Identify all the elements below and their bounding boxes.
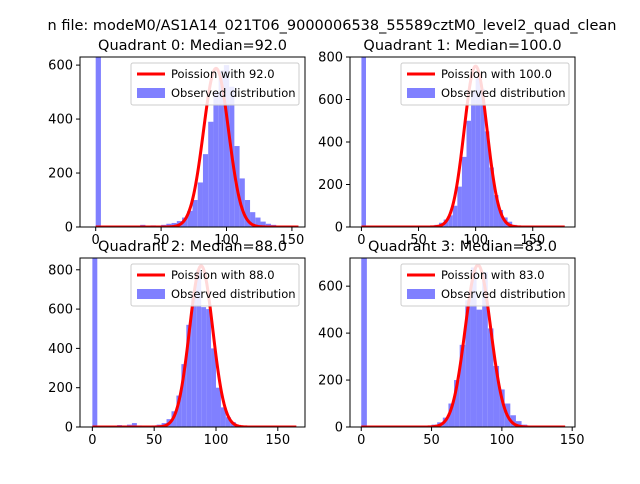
y-tick-label: 0	[65, 221, 73, 236]
chart-title: Quadrant 2: Median=88.0	[98, 239, 287, 255]
x-tick-label: 150	[560, 433, 585, 448]
chart-title: Quadrant 3: Median=83.0	[368, 239, 557, 255]
histogram-bar	[477, 310, 483, 427]
legend-hist-swatch	[137, 88, 165, 98]
legend-label-hist: Observed distribution	[171, 287, 296, 301]
histogram-bar	[466, 121, 471, 227]
y-tick-label: 200	[318, 178, 343, 193]
legend-label-curve: Poission with 88.0	[171, 268, 275, 282]
chart-title: Quadrant 1: Median=100.0	[363, 38, 561, 54]
legend-label-curve: Poission with 83.0	[441, 268, 545, 282]
legend-label-curve: Poission with 100.0	[441, 67, 552, 81]
histogram-bar	[213, 92, 218, 227]
chart-legend: Poission with 100.0 Observed distribution	[401, 63, 569, 105]
legend-label-curve: Poission with 92.0	[171, 67, 275, 81]
histogram-bar	[193, 200, 198, 227]
chart-legend: Poission with 83.0 Observed distribution	[401, 264, 569, 306]
y-tick-label: 400	[318, 327, 343, 342]
y-tick-label: 400	[48, 113, 73, 128]
y-tick-label: 600	[48, 59, 73, 74]
histogram-bar	[206, 309, 211, 427]
y-tick-label: 200	[48, 167, 73, 182]
histogram-bar	[471, 91, 476, 227]
histogram-bar	[203, 154, 208, 227]
legend-hist-swatch	[407, 88, 435, 98]
x-tick-label: 50	[423, 433, 440, 448]
legend-label-hist: Observed distribution	[441, 287, 566, 301]
histogram-bar	[201, 307, 206, 427]
x-tick-label: 0	[88, 433, 96, 448]
histogram-bar	[216, 388, 221, 427]
figure-suptitle: n file: modeM0/AS1A14_021T06_9000006538_…	[48, 18, 617, 34]
y-tick-label: 0	[65, 421, 73, 436]
y-tick-label: 600	[318, 280, 343, 295]
chart-title: Quadrant 0: Median=92.0	[98, 38, 287, 54]
y-tick-label: 400	[48, 342, 73, 357]
y-tick-label: 600	[48, 303, 73, 318]
y-tick-label: 200	[318, 374, 343, 389]
chart-legend: Poission with 88.0 Observed distribution	[131, 264, 299, 306]
histogram-bar	[208, 122, 213, 227]
histogram-bar	[453, 206, 458, 227]
chart-legend: Poission with 92.0 Observed distribution	[131, 63, 299, 105]
y-tick-label: 0	[335, 421, 343, 436]
x-tick-label: 50	[146, 433, 163, 448]
y-tick-label: 600	[318, 93, 343, 108]
y-tick-label: 800	[318, 51, 343, 66]
y-tick-label: 400	[318, 136, 343, 151]
x-tick-label: 100	[489, 433, 514, 448]
x-tick-label: 100	[204, 433, 229, 448]
y-tick-label: 0	[335, 221, 343, 236]
legend-label-hist: Observed distribution	[441, 86, 566, 100]
x-tick-label: 150	[265, 433, 290, 448]
y-tick-label: 800	[48, 263, 73, 278]
y-tick-label: 200	[48, 381, 73, 396]
legend-hist-swatch	[407, 289, 435, 299]
histogram-bar	[457, 187, 462, 227]
x-tick-label: 0	[357, 233, 365, 248]
legend-label-hist: Observed distribution	[171, 86, 296, 100]
x-tick-label: 0	[357, 433, 365, 448]
histogram-bar	[198, 182, 203, 227]
histogram-bar	[462, 157, 467, 227]
legend-hist-swatch	[137, 289, 165, 299]
